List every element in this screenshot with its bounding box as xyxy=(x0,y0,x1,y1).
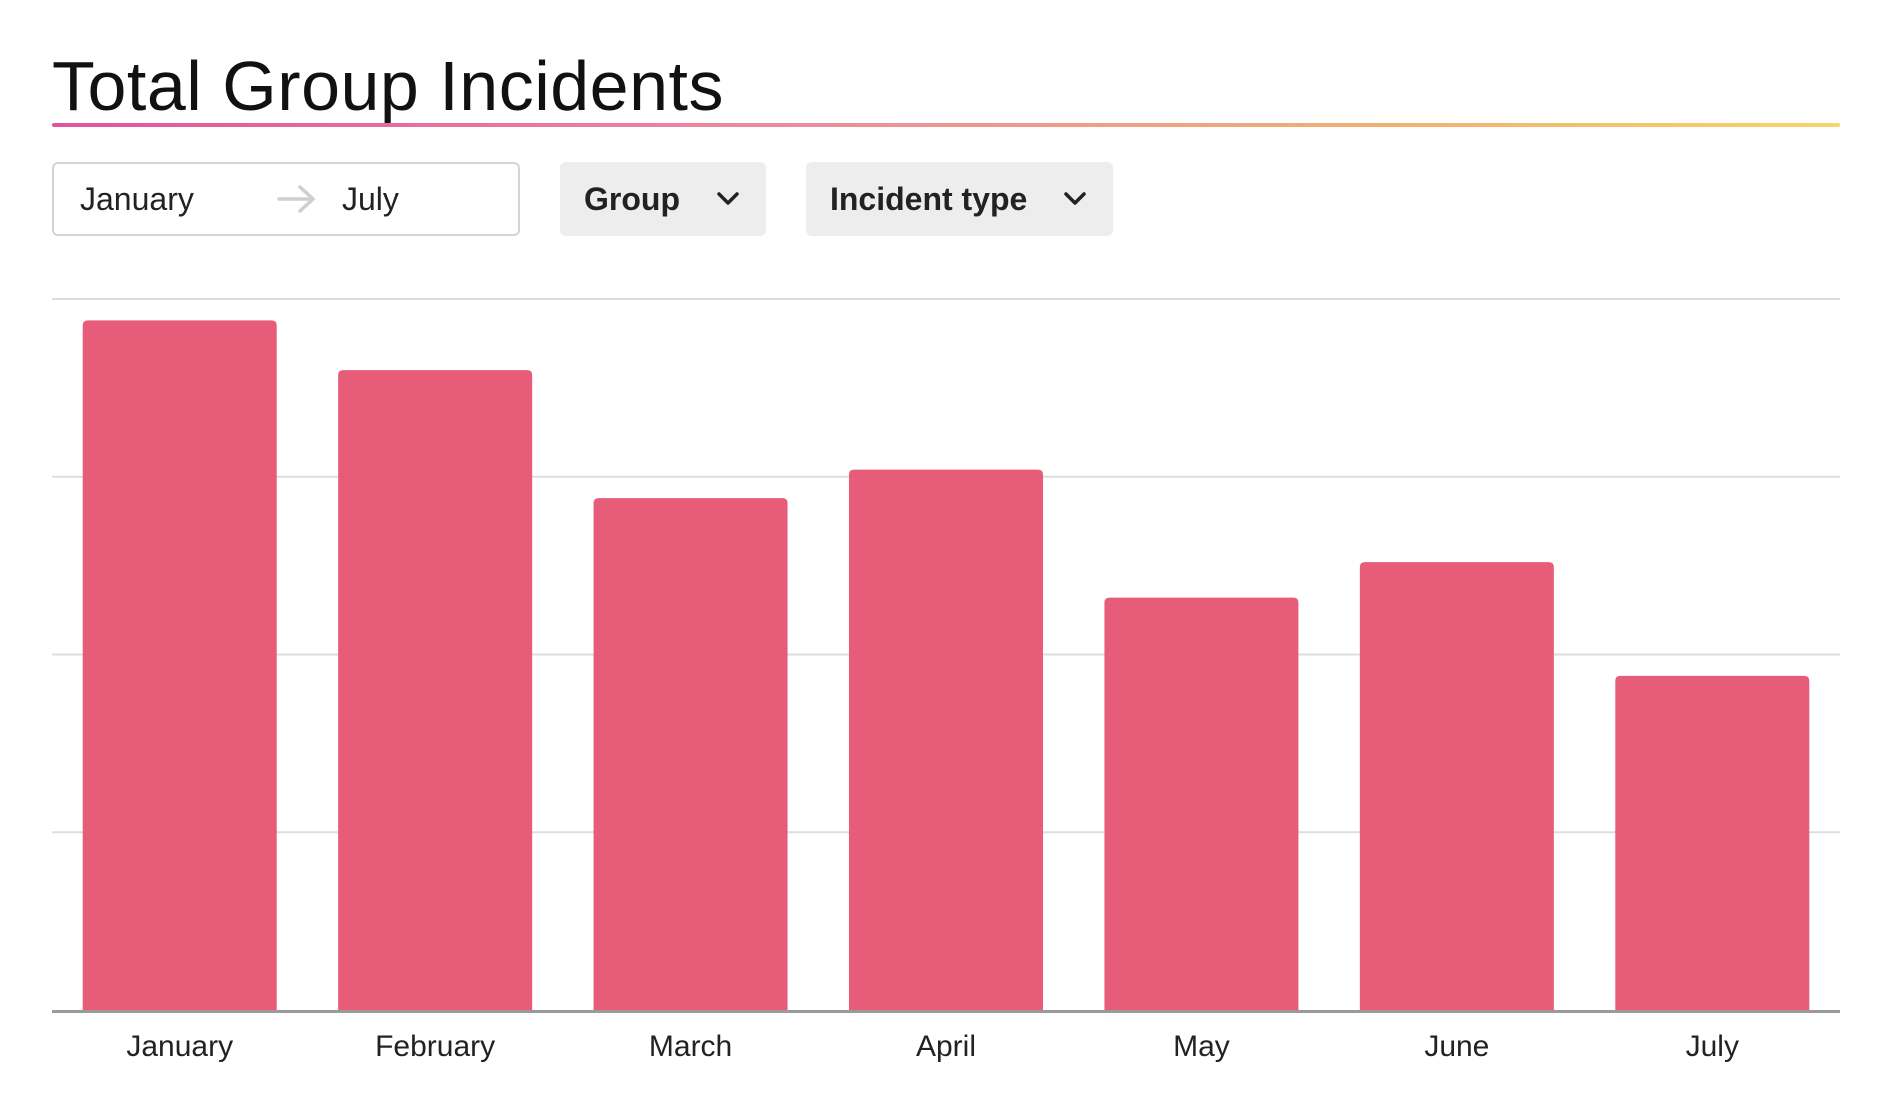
bar-march[interactable] xyxy=(593,498,788,1010)
x-tick-label: May xyxy=(1173,1030,1230,1063)
group-dropdown-label: Group xyxy=(584,180,680,217)
incident-type-dropdown-label: Incident type xyxy=(829,180,1028,217)
bar-may[interactable] xyxy=(1104,597,1299,1010)
bars xyxy=(82,320,1810,1011)
bar-january[interactable] xyxy=(82,320,277,1011)
x-axis: January February March April May June July xyxy=(52,1010,1840,1063)
x-tick-label: February xyxy=(375,1030,495,1063)
group-dropdown[interactable]: Group xyxy=(560,162,766,236)
chevron-down-icon xyxy=(1064,192,1087,205)
filter-bar: January July Group Incident type xyxy=(52,162,1153,236)
chevron-down-icon xyxy=(717,192,739,205)
bar-july[interactable] xyxy=(1615,675,1810,1010)
bar-february[interactable] xyxy=(338,370,533,1011)
x-tick-label: January xyxy=(126,1030,233,1063)
bar-june[interactable] xyxy=(1359,562,1554,1010)
x-tick-label: July xyxy=(1686,1030,1739,1063)
x-tick-label: April xyxy=(916,1030,976,1063)
title-underline xyxy=(52,123,1840,127)
page-title: Total Group Incidents xyxy=(52,47,724,125)
incident-type-dropdown[interactable]: Incident type xyxy=(805,162,1114,236)
date-range-start[interactable]: January xyxy=(80,181,194,217)
date-range-picker[interactable]: January July xyxy=(52,162,520,236)
date-range-end[interactable]: July xyxy=(342,181,399,217)
bar-april[interactable] xyxy=(849,469,1043,1010)
arrow-right-icon xyxy=(277,185,315,213)
x-tick-label: March xyxy=(649,1030,732,1063)
x-tick-label: June xyxy=(1424,1030,1489,1063)
